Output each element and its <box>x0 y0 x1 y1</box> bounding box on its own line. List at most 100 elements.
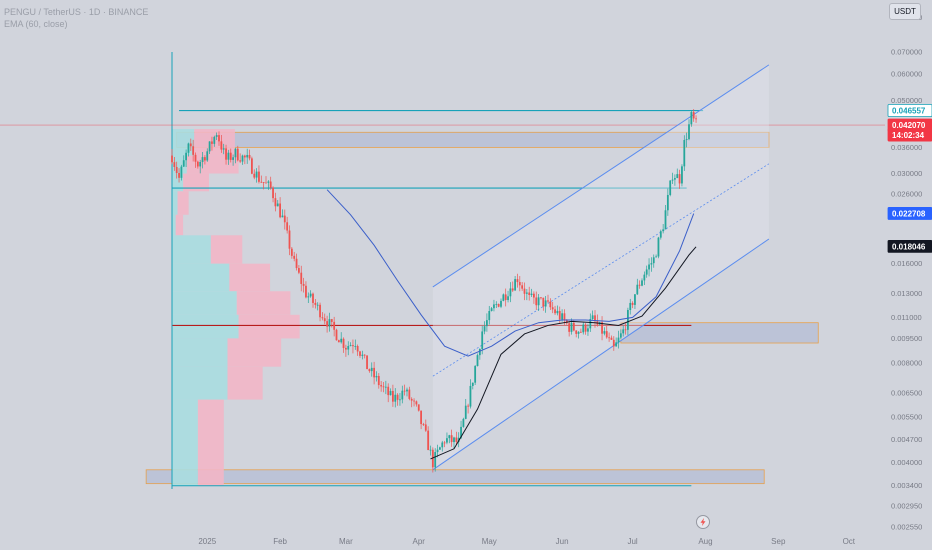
candle-body <box>502 294 505 301</box>
candle-body <box>265 182 267 184</box>
candle-body <box>352 345 354 347</box>
candle-body <box>429 449 432 451</box>
candle-body <box>211 141 213 144</box>
moving-averages <box>326 189 697 460</box>
candle-body <box>272 187 274 199</box>
candle-body <box>196 161 199 167</box>
candle-body <box>577 331 580 334</box>
candle-body <box>659 231 662 238</box>
candle-body <box>234 148 237 158</box>
candle-body <box>544 300 547 307</box>
candle-body <box>187 143 190 153</box>
y-tick-label-17: 0.002950 <box>891 502 922 511</box>
candle-body <box>556 310 559 314</box>
candle-body <box>666 194 669 211</box>
x-tick-label-7: Aug <box>698 537 712 546</box>
candle-body <box>580 331 582 333</box>
vp-up-9 <box>172 338 228 367</box>
candle-body <box>208 141 211 152</box>
candle-body <box>305 285 307 298</box>
candle-body <box>173 162 176 167</box>
candle-body <box>387 386 390 396</box>
candle-body <box>201 157 204 162</box>
symbol-title[interactable]: PENGU / TetherUS · 1D · BINANCE <box>4 7 149 17</box>
candle-body <box>171 155 173 163</box>
candle-body <box>450 435 453 443</box>
y-tick-label-2: 0.060000 <box>891 70 922 79</box>
currency-button[interactable]: USDT <box>889 3 921 20</box>
candle-body <box>554 309 556 314</box>
candle-body <box>648 264 650 270</box>
candle-body <box>413 400 415 402</box>
candle-body <box>509 288 512 297</box>
vp-down-10 <box>227 366 263 400</box>
candle-body <box>377 375 380 386</box>
candle-body <box>507 296 509 301</box>
candle-body <box>617 337 620 343</box>
candle-body <box>229 152 232 160</box>
candle-body <box>288 230 291 249</box>
candle-body <box>634 294 636 305</box>
vp-up-3 <box>172 191 178 215</box>
candle-body <box>427 430 430 451</box>
candle-body <box>603 331 606 334</box>
candle-body <box>690 112 693 125</box>
candle-body <box>439 447 441 450</box>
candle-body <box>589 318 592 329</box>
candle-body <box>323 318 326 322</box>
time-axis[interactable]: 2025 Feb Mar Apr May Jun Jul Aug Sep Oct <box>198 537 855 546</box>
candle-body <box>464 405 467 419</box>
candle-body <box>483 326 486 332</box>
candle-body <box>178 173 180 178</box>
candle-body <box>601 322 603 334</box>
candle-body <box>373 367 375 378</box>
candle-body <box>476 355 479 367</box>
candle-body <box>436 449 439 453</box>
candle-body <box>478 348 481 356</box>
vp-down-8 <box>238 314 300 339</box>
x-tick-label-4: May <box>482 537 497 546</box>
price-tag-ema: 0.022708 <box>892 209 926 218</box>
candle-body <box>467 405 469 407</box>
candle-body <box>448 435 451 439</box>
candle-body <box>248 154 251 159</box>
candle-body <box>380 385 383 387</box>
candle-body <box>462 418 465 427</box>
price-tag-bg-4 <box>887 240 932 253</box>
candle-body <box>192 146 195 155</box>
candle-body <box>417 404 420 411</box>
candle-body <box>420 410 422 425</box>
candle-body <box>401 390 404 400</box>
candle-body <box>671 179 674 181</box>
candle-body <box>189 143 192 147</box>
candle-body <box>182 160 185 167</box>
x-tick-label-6: Jul <box>627 537 637 546</box>
vp-up-7 <box>172 291 237 315</box>
indicator-title[interactable]: EMA (60, close) <box>4 19 68 29</box>
candle-body <box>594 315 596 322</box>
y-tick-label-8: 0.013000 <box>891 289 922 298</box>
candle-body <box>298 268 300 273</box>
candle-body <box>415 401 418 405</box>
candle-body <box>521 285 524 289</box>
candle-body <box>624 329 627 331</box>
lightning-icon[interactable] <box>696 515 710 529</box>
candle-body <box>558 310 561 320</box>
candle-body <box>330 319 333 322</box>
candle-body <box>547 300 549 302</box>
vp-up-4 <box>172 214 176 236</box>
candle-body <box>215 135 218 137</box>
candle-body <box>333 321 336 330</box>
candle-body <box>481 331 484 349</box>
candle-body <box>274 198 277 207</box>
candle-body <box>443 442 446 444</box>
candle-body <box>347 345 350 350</box>
candle-body <box>239 160 242 162</box>
y-tick-label-16: 0.003400 <box>891 481 922 490</box>
candle-body <box>535 297 538 306</box>
candle-body <box>591 315 594 319</box>
candle-body <box>453 437 455 443</box>
